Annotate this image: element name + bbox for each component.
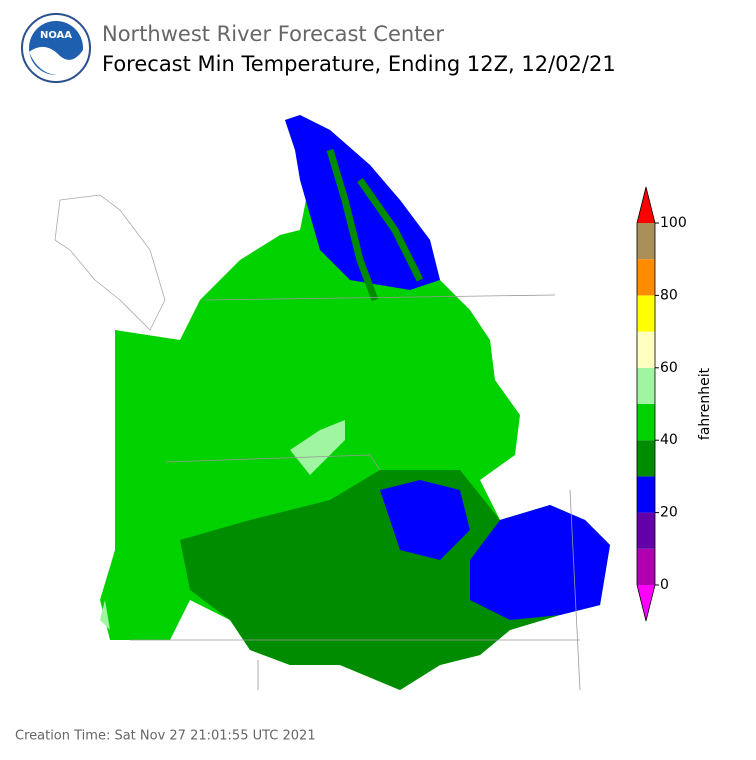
logo-text: NOAA (40, 30, 72, 41)
colorbar-label: fahrenheit (697, 367, 713, 440)
logo: NOAA (21, 13, 91, 83)
colorbar-segment (637, 512, 655, 549)
colorbar-segment (637, 367, 655, 404)
colorbar-segment (637, 548, 655, 585)
colorbar-tick-label: 100 (660, 215, 687, 231)
colorbar-tick-label: 80 (660, 287, 678, 303)
title: Northwest River Forecast Center (102, 22, 444, 46)
colorbar-over (637, 187, 655, 223)
colorbar-tick-label: 0 (660, 577, 669, 593)
colorbar-segment (637, 440, 655, 477)
colorbar-segment (637, 404, 655, 441)
creation-time: Creation Time: Sat Nov 27 21:01:55 UTC 2… (15, 729, 316, 744)
colorbar-tick-label: 60 (660, 360, 678, 376)
colorbar-under (637, 585, 655, 621)
colorbar-tick-label: 40 (660, 432, 678, 448)
colorbar-segment (637, 476, 655, 513)
colorbar-segment (637, 295, 655, 332)
colorbar-segment (637, 259, 655, 296)
colorbar-segment (637, 223, 655, 260)
subtitle: Forecast Min Temperature, Ending 12Z, 12… (102, 52, 616, 76)
colorbar-segment (637, 331, 655, 368)
colorbar: 0 20 40 60 80 100 (636, 186, 687, 622)
colorbar-tick-label: 20 (660, 505, 678, 521)
map (54, 115, 610, 691)
